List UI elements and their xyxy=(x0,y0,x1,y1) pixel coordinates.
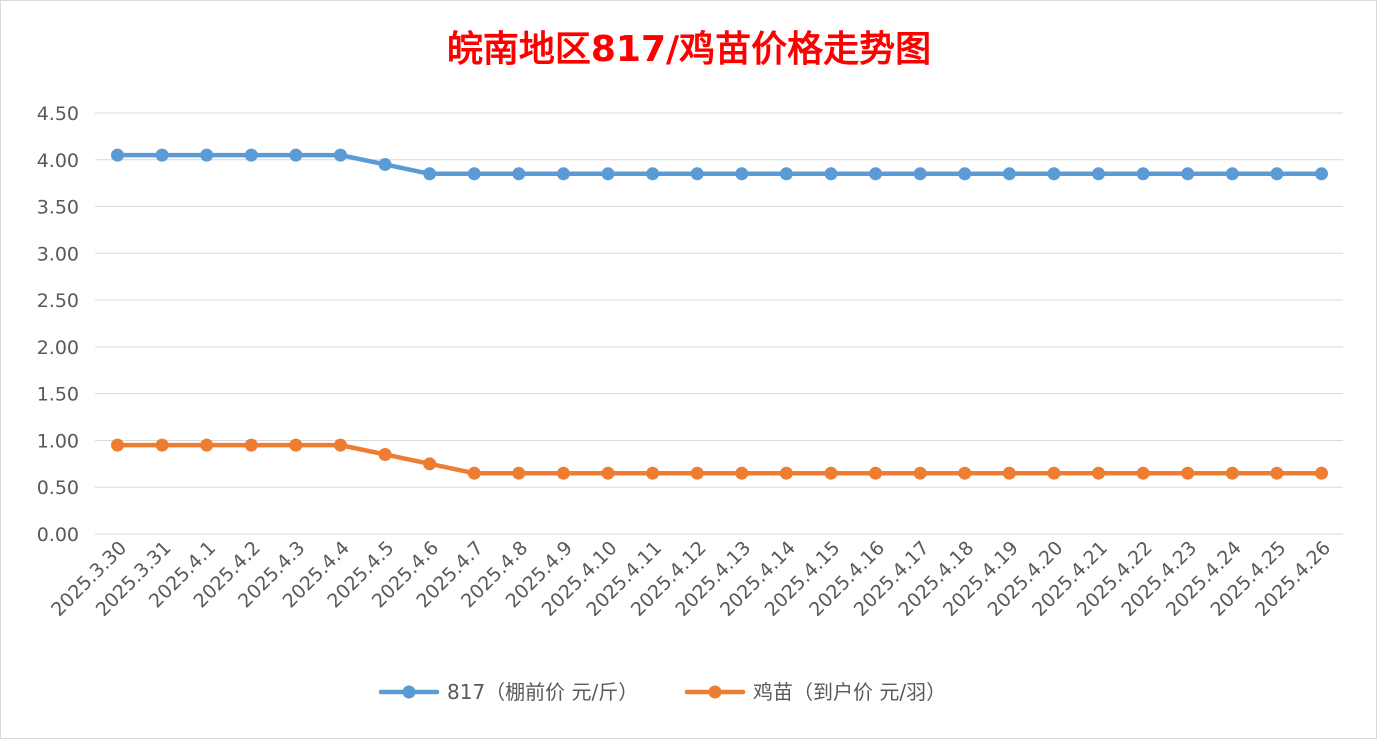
data-point xyxy=(735,466,749,480)
data-point xyxy=(556,466,570,480)
data-point xyxy=(646,167,660,181)
data-point xyxy=(512,167,526,181)
data-point xyxy=(111,438,124,452)
data-point xyxy=(1270,466,1284,480)
data-point xyxy=(779,167,793,181)
data-point xyxy=(646,466,660,480)
y-tick-label: 1.50 xyxy=(37,384,79,406)
data-point xyxy=(512,466,526,480)
data-point xyxy=(333,438,347,452)
data-point xyxy=(690,466,704,480)
legend-swatch-marker xyxy=(708,685,722,699)
data-point xyxy=(423,167,437,181)
data-point xyxy=(1092,167,1106,181)
y-tick-label: 0.00 xyxy=(37,524,79,546)
data-point xyxy=(1002,167,1016,181)
data-point xyxy=(1270,167,1284,181)
data-point xyxy=(958,466,972,480)
data-point xyxy=(1002,466,1016,480)
data-point xyxy=(289,148,303,162)
data-point xyxy=(1181,466,1195,480)
y-axis-ticks: 0.00 0.50 1.00 1.50 2.00 2.50 3.00 3.50 4.00 4.50 xyxy=(37,103,79,546)
series-2 xyxy=(111,438,1328,480)
data-point xyxy=(1136,466,1150,480)
data-point xyxy=(1315,466,1328,480)
data-point xyxy=(913,167,927,181)
data-point xyxy=(869,466,883,480)
y-tick-label: 3.50 xyxy=(37,197,79,219)
data-point xyxy=(1136,167,1150,181)
series-line xyxy=(115,152,1324,177)
data-point xyxy=(1092,466,1106,480)
data-point xyxy=(467,466,481,480)
data-point xyxy=(200,148,214,162)
data-point xyxy=(779,466,793,480)
legend-item: 817（棚前价 元/斤） xyxy=(378,680,638,704)
y-tick-label: 1.00 xyxy=(37,430,79,452)
data-point xyxy=(690,167,704,181)
legend-item: 鸡苗（到户价 元/羽） xyxy=(684,680,946,704)
data-point xyxy=(556,167,570,181)
data-point xyxy=(378,447,392,461)
y-tick-label: 4.00 xyxy=(37,150,79,172)
data-point xyxy=(601,466,615,480)
data-point xyxy=(155,438,169,452)
data-point xyxy=(1315,167,1328,181)
data-point xyxy=(1047,466,1061,480)
data-point xyxy=(1047,167,1061,181)
x-axis-ticks: 2025.3.302025.3.312025.4.12025.4.22025.4… xyxy=(47,537,1335,621)
data-point xyxy=(913,466,927,480)
y-tick-label: 2.50 xyxy=(37,290,79,312)
y-tick-label: 2.00 xyxy=(37,337,79,359)
y-tick-label: 0.50 xyxy=(37,477,79,499)
data-point xyxy=(1181,167,1195,181)
data-point xyxy=(824,466,838,480)
y-tick-label: 4.50 xyxy=(37,103,79,125)
chart-title: 皖南地区817/鸡苗价格走势图 xyxy=(447,29,931,70)
grid-layer xyxy=(95,112,1343,535)
data-point xyxy=(824,167,838,181)
data-point xyxy=(601,167,615,181)
series-line xyxy=(115,442,1324,476)
data-point xyxy=(289,438,303,452)
legend: 817（棚前价 元/斤） 鸡苗（到户价 元/羽） xyxy=(378,680,946,704)
data-point xyxy=(1225,466,1239,480)
data-point xyxy=(200,438,214,452)
data-point xyxy=(378,157,392,171)
data-point xyxy=(111,148,124,162)
legend-swatch-marker xyxy=(402,685,416,699)
series-layer xyxy=(111,148,1328,480)
series-1 xyxy=(111,148,1328,181)
y-tick-label: 3.00 xyxy=(37,243,79,265)
data-point xyxy=(244,438,258,452)
data-point xyxy=(333,148,347,162)
data-point xyxy=(423,457,437,471)
data-point xyxy=(244,148,258,162)
data-point xyxy=(958,167,972,181)
data-point xyxy=(735,167,749,181)
legend-label: 817（棚前价 元/斤） xyxy=(447,680,638,704)
legend-label: 鸡苗（到户价 元/羽） xyxy=(753,680,946,704)
data-point xyxy=(467,167,481,181)
data-point xyxy=(869,167,883,181)
data-point xyxy=(1225,167,1239,181)
data-point xyxy=(155,148,169,162)
